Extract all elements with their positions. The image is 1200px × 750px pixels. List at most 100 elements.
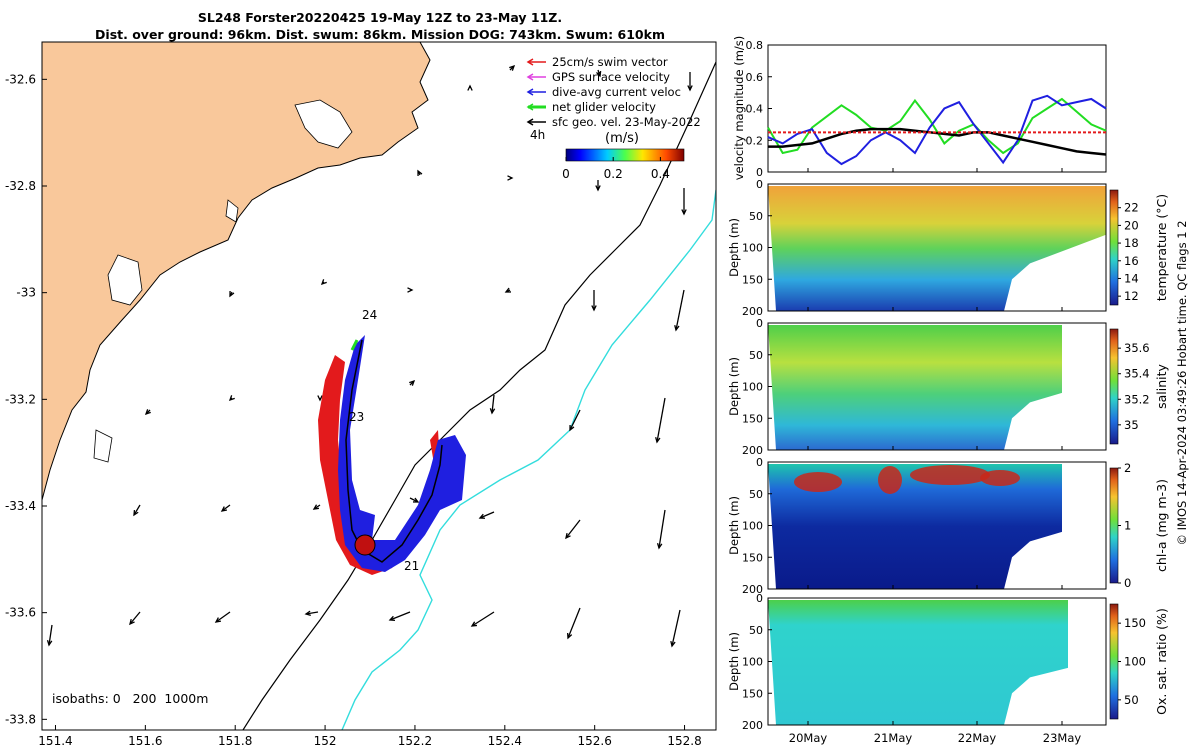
- depth-axis-label: Depth (m): [727, 357, 741, 416]
- map-x-tick-label: 151.4: [38, 734, 72, 748]
- speed-colorbar-ticks: 0 0.2 0.4: [562, 157, 670, 181]
- geo-velocity-arrowhead: [504, 287, 512, 293]
- timeseries-y-ticks: 0 0.2 0.4 0.6 0.8: [746, 39, 772, 179]
- colorbar-tick-label: 1: [1124, 519, 1131, 533]
- depth-tick-label: 50: [749, 210, 763, 223]
- legend-swatch-head: [526, 103, 534, 111]
- map-panel: 24 23 21 isobaths: 0 200 1000m 151.4 151.…: [5, 41, 717, 748]
- colorbar-tick-label: 12: [1124, 289, 1139, 303]
- depth-axis-label: Depth (m): [727, 218, 741, 277]
- depth-tick-label: 100: [742, 656, 763, 669]
- depth-tick-label: 0: [756, 592, 763, 605]
- geo-velocity-arrowhead: [320, 279, 327, 286]
- timeseries-series: [767, 94, 1107, 166]
- depth-tick-label: 0: [756, 317, 763, 330]
- geo-velocity-arrow: [133, 504, 141, 516]
- colorbar-tick-label: 35.6: [1124, 341, 1150, 355]
- geo-velocity-arrow: [569, 409, 581, 431]
- depth-tick-label: 200: [742, 583, 763, 596]
- profile-colorbar-label: chl-a (mg m-3): [1154, 479, 1169, 572]
- depth-tick-label: 150: [742, 551, 763, 564]
- geo-velocity-arrow: [48, 624, 53, 646]
- depth-axis-label: Depth (m): [727, 496, 741, 555]
- colorbar-tick-label: 0.2: [604, 167, 623, 181]
- depth-tick-label: 150: [742, 687, 763, 700]
- geo-velocity-arrow: [215, 611, 231, 623]
- geo-velocity-arrowhead: [214, 617, 222, 623]
- geo-velocity-arrowhead: [567, 632, 573, 640]
- geo-velocity-arrowhead: [591, 305, 597, 312]
- map-y-tick-label: -33: [16, 286, 36, 300]
- map-y-tick-label: -32.8: [5, 179, 36, 193]
- profile-data-section: [768, 464, 1062, 589]
- time-axis-ticks: 20May 21May 22May 23May: [789, 168, 1081, 745]
- colorbar-tick-label: 0: [562, 167, 570, 181]
- legend-swatch-head: [526, 88, 534, 96]
- map-x-tick-label: 151.8: [218, 734, 252, 748]
- map-lagoon: [107, 254, 143, 306]
- colorbar-unit: (m/s): [605, 131, 639, 146]
- geo-velocity-arrow: [491, 394, 495, 414]
- map-lagoon: [294, 99, 353, 149]
- map-y-ticks: -32.6 -32.8 -33 -33.2 -33.4 -33.6 -33.8: [5, 72, 47, 726]
- geo-velocity-arrow: [471, 611, 495, 627]
- map-y-tick-label: -33.4: [5, 499, 36, 513]
- chart-title-line1: SL248 Forster20220425 19-May 12Z to 23-M…: [198, 10, 562, 25]
- map-track-black: [345, 339, 443, 563]
- geo-velocity-arrow: [671, 609, 681, 647]
- geo-velocity-arrow: [567, 607, 581, 639]
- geo-velocity-arrowhead: [312, 504, 320, 510]
- map-lagoon: [93, 429, 113, 463]
- map-geo-velocity-arrows: [46, 64, 693, 648]
- day-label-24: 24: [362, 308, 377, 322]
- depth-tick-label: 50: [749, 349, 763, 362]
- profile-data-section: [768, 186, 1106, 311]
- profile-panel: 0 50 100 150 200 Depth (m) 12 14 16 18 20 22 tempera…: [727, 178, 1169, 318]
- timeseries-y-tick-label: 0.8: [746, 39, 764, 52]
- geo-velocity-arrowhead: [46, 640, 53, 647]
- map-y-tick-label: -32.6: [5, 72, 36, 86]
- colorbar-tick-label: 50: [1124, 693, 1139, 707]
- geo-velocity-arrowhead: [144, 409, 151, 416]
- timeseries-line: [768, 127, 1107, 156]
- map-land: [42, 42, 431, 501]
- geo-velocity-arrow: [129, 611, 141, 625]
- legend-swatch-head: [526, 73, 534, 81]
- day-label-21: 21: [404, 559, 419, 573]
- legend-label: 25cm/s swim vector: [552, 55, 668, 69]
- map-x-tick-label: 152.8: [667, 734, 701, 748]
- timeseries-y-tick-label: 0: [756, 166, 763, 179]
- geo-velocity-arrow: [305, 611, 319, 615]
- map-track-red: [318, 355, 440, 575]
- geo-velocity-arrow: [656, 397, 666, 443]
- depth-tick-label: 200: [742, 305, 763, 318]
- colorbar-tick-label: 0.4: [651, 167, 670, 181]
- chart-title-line2: Dist. over ground: 96km. Dist. swum: 86k…: [95, 27, 665, 42]
- colorbar-tick-label: 0: [1124, 576, 1131, 590]
- legend-label: sfc geo. vel. 23-May-2022: [552, 115, 701, 129]
- time-tick-label: 20May: [789, 731, 828, 745]
- map-y-tick-label: -33.8: [5, 712, 36, 726]
- time-tick-label: 22May: [958, 731, 997, 745]
- geo-velocity-arrowhead: [569, 424, 575, 432]
- geo-velocity-arrowhead: [317, 395, 323, 402]
- profile-colorbar: [1109, 603, 1119, 720]
- profile-colorbar-label: temperature (°C): [1154, 194, 1169, 301]
- geo-velocity-arrow: [675, 289, 685, 331]
- map-x-tick-label: 151.6: [128, 734, 162, 748]
- geo-velocity-arrow: [658, 509, 666, 549]
- geo-velocity-arrowhead: [655, 437, 661, 444]
- geo-velocity-arrowhead: [565, 532, 571, 540]
- geo-velocity-arrowhead: [509, 64, 516, 71]
- legend-note: 4h: [530, 128, 545, 142]
- geo-velocity-arrowhead: [129, 618, 135, 626]
- colorbar-tick-label: 100: [1124, 655, 1146, 669]
- depth-tick-label: 0: [756, 178, 763, 191]
- geo-velocity-arrowhead: [228, 395, 235, 402]
- profile-data-section: [768, 325, 1062, 450]
- geo-velocity-arrowhead: [674, 324, 680, 332]
- geo-velocity-arrowhead: [304, 610, 311, 617]
- depth-tick-label: 50: [749, 624, 763, 637]
- profile-panel: 0 50 100 150 200 Depth (m) 50 100 150 Ox. sat. ra…: [727, 592, 1169, 732]
- colorbar-tick-label: 22: [1124, 201, 1139, 215]
